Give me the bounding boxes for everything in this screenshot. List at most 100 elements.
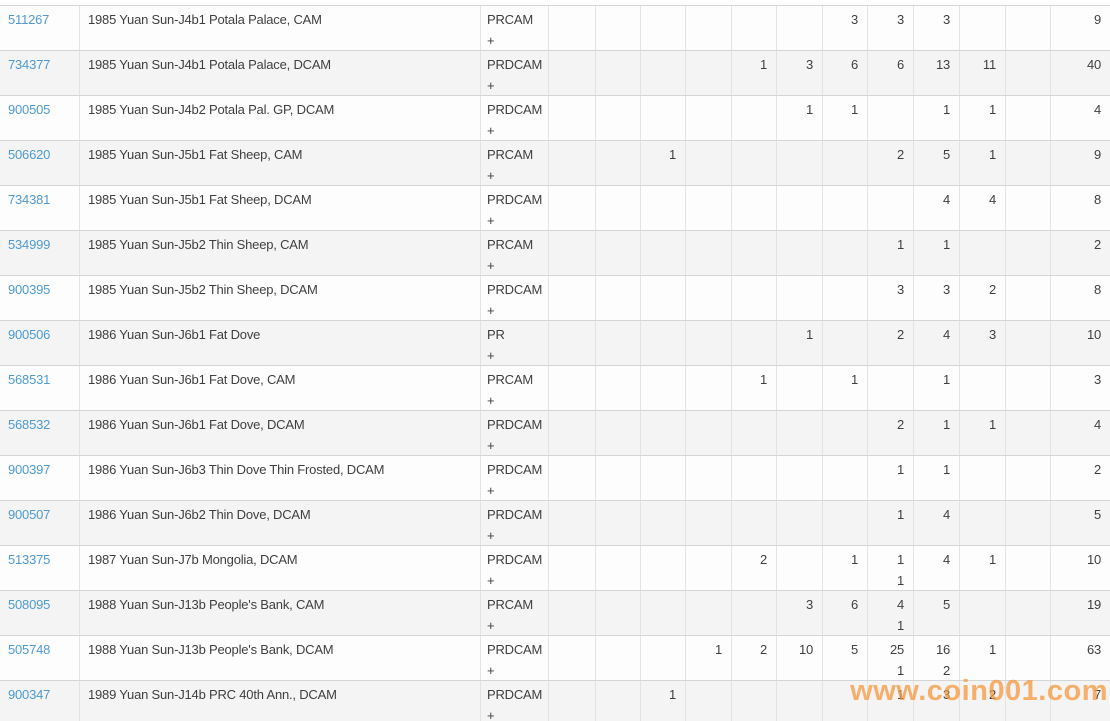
cert-link[interactable]: 900347 bbox=[8, 687, 51, 702]
grade-cell bbox=[823, 456, 868, 500]
grade-plus-count bbox=[914, 210, 950, 230]
grade-plus-count bbox=[1006, 435, 1041, 455]
grade-cell bbox=[549, 276, 596, 320]
grade-plus-count bbox=[777, 390, 813, 410]
grade-plus-count bbox=[823, 255, 858, 275]
table-row: 505748 1988 Yuan Sun-J13b People's Bank, … bbox=[0, 635, 1110, 680]
grade-cell bbox=[641, 366, 686, 410]
grade-cell bbox=[1006, 231, 1051, 275]
designation-cell: PRDCAM + bbox=[481, 276, 549, 320]
grade-count: 3 bbox=[896, 282, 904, 297]
designation-plus-label: + bbox=[487, 483, 495, 498]
grade-count bbox=[549, 459, 586, 480]
grade-count bbox=[549, 279, 586, 300]
cert-link[interactable]: 534999 bbox=[8, 237, 51, 252]
cert-link[interactable]: 900507 bbox=[8, 507, 51, 522]
grade-plus-count bbox=[823, 435, 858, 455]
table-row: 508095 1988 Yuan Sun-J13b People's Bank, … bbox=[0, 590, 1110, 635]
grade-cell bbox=[823, 681, 868, 721]
grade-count bbox=[686, 54, 722, 75]
grade-plus-count bbox=[549, 570, 586, 590]
grade-cell bbox=[777, 186, 823, 230]
total-cell: 7 bbox=[1093, 687, 1101, 702]
designation-cell: PRDCAM + bbox=[481, 546, 549, 590]
cert-link[interactable]: 900506 bbox=[8, 327, 51, 342]
cert-link[interactable]: 505748 bbox=[8, 642, 51, 657]
designation-plus-label: + bbox=[487, 348, 495, 363]
grade-count bbox=[1006, 504, 1041, 525]
grade-plus-count bbox=[732, 705, 767, 721]
grade-cell bbox=[596, 366, 641, 410]
grade-plus-count bbox=[868, 30, 904, 50]
grade-cell: 3 bbox=[914, 276, 960, 320]
grade-count bbox=[641, 234, 676, 255]
grade-plus-count bbox=[686, 390, 722, 410]
grade-cell bbox=[777, 141, 823, 185]
grade-cell bbox=[823, 321, 868, 365]
cert-link[interactable]: 508095 bbox=[8, 597, 51, 612]
grade-count bbox=[686, 504, 722, 525]
grade-plus-count bbox=[732, 435, 767, 455]
grade-cell bbox=[549, 231, 596, 275]
grade-plus-count bbox=[641, 435, 676, 455]
cert-link[interactable]: 568532 bbox=[8, 417, 51, 432]
grade-count bbox=[732, 414, 767, 435]
grade-plus-count bbox=[868, 390, 904, 410]
designation-label: PRCAM bbox=[487, 12, 533, 27]
grade-cell bbox=[732, 501, 777, 545]
cert-link[interactable]: 513375 bbox=[8, 552, 51, 567]
cert-link[interactable]: 506620 bbox=[8, 147, 51, 162]
grade-count bbox=[596, 549, 631, 570]
cert-link[interactable]: 568531 bbox=[8, 372, 51, 387]
grade-cell: 1 bbox=[914, 231, 960, 275]
table-row: 511267 1985 Yuan Sun-J4b1 Potala Palace, … bbox=[0, 5, 1110, 50]
grade-count bbox=[777, 414, 813, 435]
coin-description: 1986 Yuan Sun-J6b1 Fat Dove bbox=[80, 321, 481, 365]
grade-cell bbox=[960, 6, 1006, 50]
grade-plus-count bbox=[960, 660, 996, 680]
grade-plus-count bbox=[777, 255, 813, 275]
cert-link[interactable]: 734377 bbox=[8, 57, 51, 72]
grade-plus-count bbox=[732, 255, 767, 275]
grade-plus-count bbox=[914, 345, 950, 365]
designation-cell: PRDCAM + bbox=[481, 96, 549, 140]
grade-plus-count bbox=[960, 210, 996, 230]
table-row: 734381 1985 Yuan Sun-J5b1 Fat Sheep, DCAM… bbox=[0, 185, 1110, 230]
grade-cell: 25 1 bbox=[868, 636, 914, 680]
grade-count: 10 bbox=[798, 642, 813, 657]
cert-link[interactable]: 900395 bbox=[8, 282, 51, 297]
cert-link[interactable]: 511267 bbox=[8, 12, 50, 27]
grade-count bbox=[868, 369, 904, 390]
grade-plus-count bbox=[823, 615, 858, 635]
grade-count bbox=[823, 144, 858, 165]
grade-count: 1 bbox=[759, 57, 767, 72]
cert-link[interactable]: 900397 bbox=[8, 462, 51, 477]
grade-plus-count bbox=[1006, 165, 1041, 185]
grade-cell bbox=[686, 456, 732, 500]
grade-plus-count bbox=[914, 255, 950, 275]
designation-label: PR bbox=[487, 327, 505, 342]
coin-description: 1986 Yuan Sun-J6b1 Fat Dove, DCAM bbox=[80, 411, 481, 455]
grade-plus-count: 1 bbox=[896, 663, 904, 678]
total-cell: 10 bbox=[1086, 327, 1101, 342]
grade-plus-count bbox=[868, 210, 904, 230]
grade-count bbox=[686, 684, 722, 705]
grade-plus-count bbox=[732, 570, 767, 590]
designation-cell: PRCAM + bbox=[481, 141, 549, 185]
grade-plus-count bbox=[1006, 210, 1041, 230]
grade-count bbox=[641, 324, 676, 345]
table-row: 734377 1985 Yuan Sun-J4b1 Potala Palace, … bbox=[0, 50, 1110, 95]
grade-cell bbox=[596, 456, 641, 500]
grade-plus-count bbox=[823, 705, 858, 721]
grade-cell: 4 bbox=[960, 186, 1006, 230]
grade-count bbox=[641, 549, 676, 570]
grade-cell: 3 bbox=[777, 51, 823, 95]
grade-cell: 1 bbox=[732, 366, 777, 410]
grade-plus-count bbox=[868, 525, 904, 545]
grade-count bbox=[596, 324, 631, 345]
grade-count bbox=[777, 504, 813, 525]
cert-link[interactable]: 734381 bbox=[8, 192, 51, 207]
grade-cell bbox=[1006, 276, 1051, 320]
cert-link[interactable]: 900505 bbox=[8, 102, 51, 117]
grade-count bbox=[641, 459, 676, 480]
